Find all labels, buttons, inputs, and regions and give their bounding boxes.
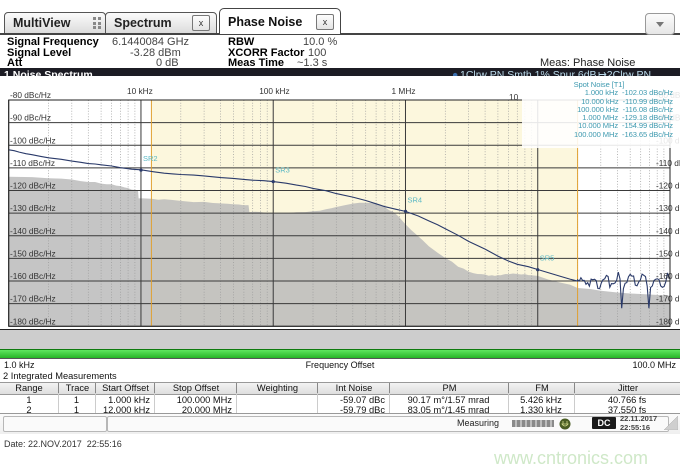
svg-text:-120 dBc: -120 dBc bbox=[656, 181, 680, 191]
svg-text:-120 dBc/Hz: -120 dBc/Hz bbox=[10, 181, 56, 191]
svg-text:-180 dBc: -180 dBc bbox=[656, 316, 680, 326]
svg-text:-110 dBc: -110 dBc bbox=[656, 158, 680, 168]
svg-text:-140 dBc/Hz: -140 dBc/Hz bbox=[10, 226, 56, 236]
svg-text:-160 dBc: -160 dBc bbox=[656, 271, 680, 281]
svg-text:-130 dBc: -130 dBc bbox=[656, 203, 680, 213]
svg-text:-150 dBc: -150 dBc bbox=[656, 248, 680, 258]
svg-text:SR3: SR3 bbox=[275, 166, 290, 175]
svg-text:-170 dBc/Hz: -170 dBc/Hz bbox=[10, 294, 56, 304]
svg-text:-150 dBc/Hz: -150 dBc/Hz bbox=[10, 248, 56, 258]
svg-text:-130 dBc/Hz: -130 dBc/Hz bbox=[10, 203, 56, 213]
svg-text:SR2: SR2 bbox=[143, 154, 158, 163]
svg-text:-180 dBc/Hz: -180 dBc/Hz bbox=[10, 316, 56, 326]
svg-text:SR4: SR4 bbox=[408, 195, 423, 204]
svg-text:10 kHz: 10 kHz bbox=[127, 86, 153, 96]
svg-text:-140 dBc: -140 dBc bbox=[656, 226, 680, 236]
svg-text:-170 dBc: -170 dBc bbox=[656, 294, 680, 304]
svg-text:-100 dBc/Hz: -100 dBc/Hz bbox=[10, 135, 56, 145]
svg-text:100 kHz: 100 kHz bbox=[259, 86, 289, 96]
svg-text:1 MHz: 1 MHz bbox=[392, 86, 416, 96]
svg-text:SR5: SR5 bbox=[540, 254, 555, 263]
svg-text:-110 dBc/Hz: -110 dBc/Hz bbox=[10, 158, 55, 168]
svg-text:-80 dBc/Hz: -80 dBc/Hz bbox=[10, 90, 51, 100]
svg-text:-160 dBc/Hz: -160 dBc/Hz bbox=[10, 271, 56, 281]
svg-text:-90 dBc/Hz: -90 dBc/Hz bbox=[10, 113, 51, 123]
